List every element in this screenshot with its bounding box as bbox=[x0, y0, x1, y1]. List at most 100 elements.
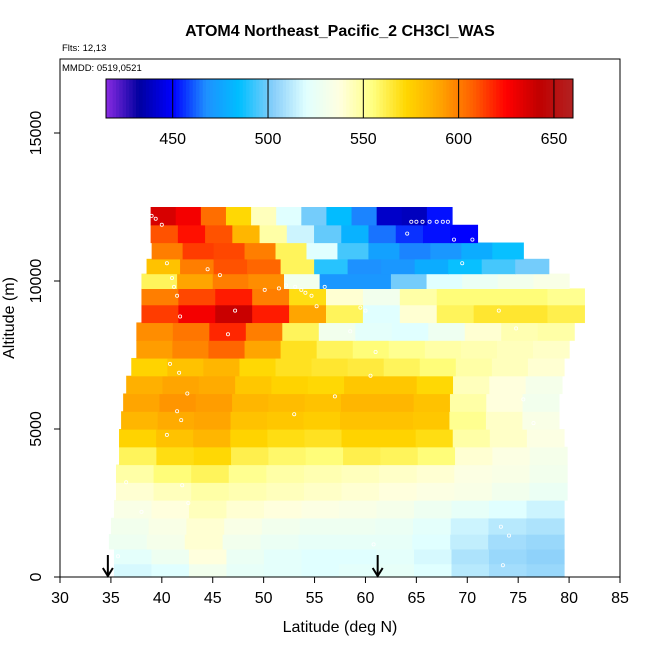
heatmap-cell bbox=[251, 207, 277, 226]
heatmap-cell bbox=[266, 464, 305, 483]
colorbar-segment bbox=[546, 79, 551, 118]
colorbar-segment bbox=[389, 79, 394, 118]
heatmap-cell bbox=[271, 375, 309, 395]
colorbar-segment bbox=[322, 79, 327, 118]
sample-point bbox=[175, 293, 180, 298]
x-tick-label: 55 bbox=[306, 590, 324, 607]
heatmap-cell bbox=[491, 357, 529, 377]
heatmap-cell bbox=[156, 429, 194, 448]
sample-point bbox=[470, 237, 475, 242]
heatmap-cell bbox=[162, 375, 200, 395]
colorbar-segment bbox=[359, 79, 364, 118]
y-axis-label: Altitude (m) bbox=[1, 277, 18, 359]
heatmap-cell bbox=[301, 563, 340, 578]
heatmap-cell bbox=[338, 563, 378, 578]
heatmap-cell bbox=[489, 375, 527, 395]
heatmap bbox=[108, 207, 585, 578]
heatmap-cell bbox=[533, 340, 570, 359]
colorbar-segment bbox=[536, 79, 541, 118]
colorbar-segment bbox=[202, 79, 207, 118]
colorbar-segment bbox=[452, 79, 457, 118]
colorbar-segment bbox=[539, 79, 544, 118]
sample-points bbox=[116, 213, 536, 568]
colorbar-segment bbox=[249, 79, 254, 118]
colorbar-segment bbox=[419, 79, 424, 118]
colorbar-segment bbox=[486, 79, 491, 118]
colorbar-segment bbox=[462, 79, 467, 118]
heatmap-cell bbox=[326, 304, 364, 324]
heatmap-cell bbox=[276, 207, 302, 226]
heatmap-cell bbox=[191, 482, 230, 501]
heatmap-cell bbox=[231, 446, 269, 466]
heatmap-cell bbox=[230, 429, 268, 448]
y-tick-label: 15000 bbox=[28, 111, 45, 156]
heatmap-cell bbox=[319, 273, 356, 289]
heatmap-cell bbox=[159, 393, 197, 412]
heatmap-cell bbox=[205, 224, 233, 244]
heatmap-cell bbox=[301, 548, 340, 565]
heatmap-cell bbox=[184, 534, 224, 550]
x-tick-label: 30 bbox=[51, 590, 69, 607]
heatmap-cell bbox=[198, 375, 236, 395]
heatmap-cell bbox=[496, 340, 534, 359]
heatmap-cell bbox=[195, 393, 233, 412]
sample-point bbox=[531, 421, 536, 426]
heatmap-cell bbox=[203, 357, 241, 377]
heatmap-cell bbox=[460, 340, 498, 359]
heatmap-cell bbox=[379, 482, 418, 501]
heatmap-cell bbox=[453, 375, 490, 395]
y-axis: 0 5000 10000 15000 bbox=[28, 111, 60, 581]
heatmap-cell bbox=[501, 322, 539, 341]
colorbar-segment bbox=[236, 79, 240, 118]
colorbar-segment bbox=[152, 79, 157, 118]
sample-point bbox=[293, 284, 298, 289]
heatmap-cell bbox=[282, 322, 320, 341]
heatmap-cell bbox=[412, 517, 452, 535]
heatmap-cell bbox=[151, 548, 190, 565]
colorbar-segment bbox=[492, 79, 497, 118]
heatmap-cell bbox=[150, 224, 179, 244]
heatmap-cell bbox=[343, 446, 381, 466]
heatmap-cell bbox=[298, 534, 338, 550]
sample-point bbox=[283, 283, 288, 288]
heatmap-cell bbox=[131, 357, 168, 377]
heatmap-cell bbox=[260, 534, 300, 550]
colorbar-segment bbox=[156, 79, 160, 118]
heatmap-cell bbox=[226, 563, 265, 578]
x-tick-label: 65 bbox=[407, 590, 425, 607]
heatmap-cell bbox=[289, 304, 327, 324]
heatmap-cell bbox=[451, 500, 490, 519]
colorbar-segment bbox=[229, 79, 234, 118]
x-tick-label: 70 bbox=[458, 590, 476, 607]
sample-point bbox=[434, 219, 439, 224]
heatmap-cell bbox=[362, 288, 401, 306]
colorbar-segment bbox=[252, 79, 257, 118]
heatmap-cell bbox=[212, 273, 249, 289]
sample-point bbox=[373, 349, 378, 354]
colorbar-segment bbox=[169, 79, 174, 118]
heatmap-cell bbox=[141, 288, 179, 306]
heatmap-cell bbox=[533, 273, 570, 289]
heatmap-cell bbox=[376, 207, 403, 226]
colorbar-segment bbox=[436, 79, 441, 118]
sample-point bbox=[332, 394, 337, 399]
colorbar-segment bbox=[259, 79, 264, 118]
heatmap-cell bbox=[338, 500, 378, 519]
heatmap-cell bbox=[226, 500, 265, 519]
heatmap-cell bbox=[113, 563, 153, 578]
heatmap-cell bbox=[529, 446, 568, 466]
x-tick-label: 40 bbox=[153, 590, 171, 607]
heatmap-cell bbox=[454, 464, 493, 483]
heatmap-cell bbox=[121, 411, 159, 430]
heatmap-cell bbox=[311, 357, 349, 377]
location-arrow bbox=[371, 555, 384, 578]
heatmap-cell bbox=[380, 375, 418, 395]
colorbar-segment bbox=[142, 79, 147, 118]
heatmap-cell bbox=[136, 340, 174, 359]
heatmap-cell bbox=[188, 548, 228, 565]
colorbar-segment bbox=[549, 79, 554, 118]
heatmap-cell bbox=[341, 393, 378, 412]
y-tick-label: 10000 bbox=[28, 259, 45, 304]
heatmap-cell bbox=[177, 273, 214, 289]
heatmap-cell bbox=[188, 500, 228, 519]
